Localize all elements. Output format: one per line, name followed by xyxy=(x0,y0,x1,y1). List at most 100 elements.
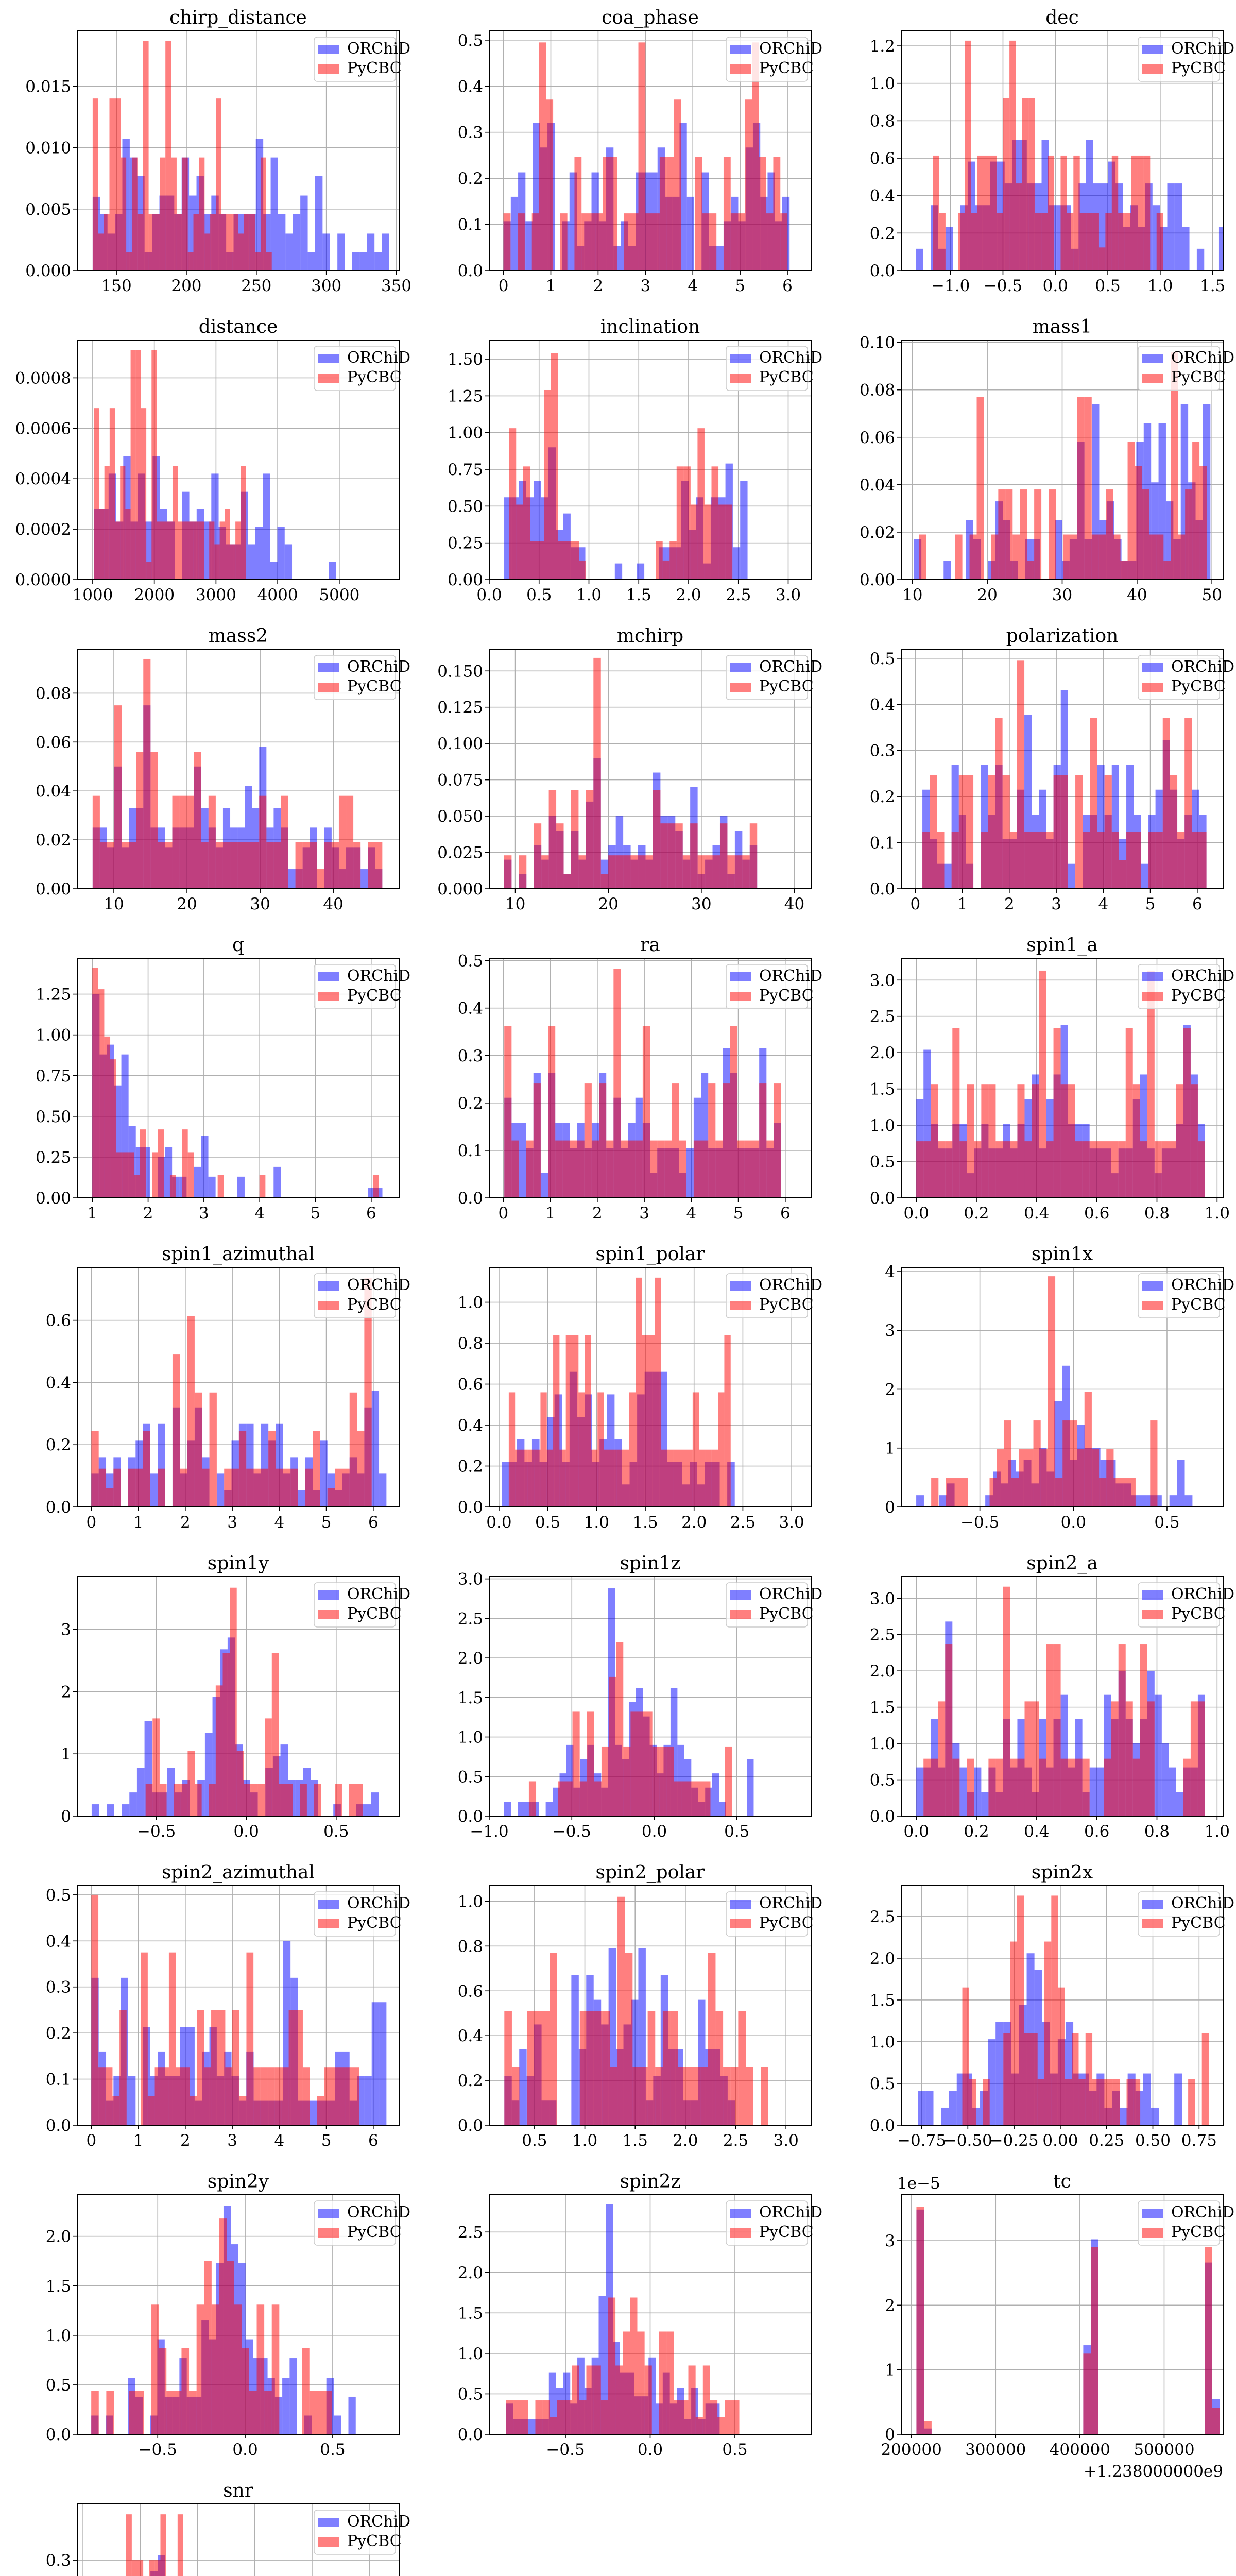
bar-pycbc xyxy=(539,42,546,270)
bar-orchid xyxy=(916,248,923,270)
bar-pycbc xyxy=(623,1746,631,1816)
bar-orchid xyxy=(1055,520,1062,580)
chart-svg: spin1y −0.5 0.0 0.5 0 1 2 3 ORChiD PyCBC xyxy=(61,1553,410,1841)
x-tick-label: 0.5 xyxy=(724,1822,749,1841)
histogram-mchirp: mchirp 10 20 30 40 0.000 0.025 0.050 0.075 0.100 0… xyxy=(412,618,824,927)
bar-pycbc xyxy=(259,1175,266,1198)
bar-pycbc xyxy=(209,521,215,580)
bar-orchid xyxy=(679,123,687,270)
bar-pycbc xyxy=(1205,2247,1212,2434)
bar-pycbc xyxy=(681,2400,689,2434)
bar-pycbc xyxy=(172,466,178,580)
legend-swatch-pycbc xyxy=(1142,2228,1163,2238)
bar-pycbc xyxy=(1075,775,1083,889)
bar-pycbc xyxy=(241,466,246,580)
bar-pycbc xyxy=(204,2067,212,2125)
y-tick-label: 2.0 xyxy=(870,1662,895,1681)
legend-label-orchid: ORChiD xyxy=(759,1276,822,1294)
axes-frame xyxy=(901,2194,1224,2435)
bar-pycbc xyxy=(931,1478,939,1507)
x-tick-label: 1.5 xyxy=(623,2131,648,2150)
x-tick-label: 6 xyxy=(782,277,793,295)
y-tick-label: 1.5 xyxy=(458,1689,483,1707)
bar-pycbc xyxy=(725,504,733,580)
bar-orchid xyxy=(614,563,623,580)
bar-pycbc xyxy=(645,1711,653,1816)
legend-swatch-orchid xyxy=(1142,2209,1163,2218)
x-tick-label: 3 xyxy=(640,277,650,295)
bar-pycbc xyxy=(527,1449,535,1507)
x-tick-label: 3 xyxy=(227,1513,237,1532)
bar-pycbc xyxy=(969,2079,976,2125)
legend-swatch-pycbc xyxy=(730,683,751,692)
x-tick-label: 0.50 xyxy=(1135,2131,1171,2150)
bar-pycbc xyxy=(250,1784,258,1816)
bar-pycbc xyxy=(137,2560,144,2576)
bar-orchid xyxy=(1169,1495,1177,1507)
bar-pycbc xyxy=(1068,1758,1075,1816)
bar-pycbc xyxy=(1082,1141,1090,1198)
bar-pycbc xyxy=(700,2067,708,2125)
histogram-spin2x: spin2x −0.75 −0.50 −0.25 0.00 0.25 0.50 0.75 0.0… xyxy=(824,1855,1236,2164)
legend-swatch-orchid xyxy=(318,354,339,363)
bar-pycbc xyxy=(938,1141,946,1198)
bar-pycbc xyxy=(562,1140,570,1198)
bar-pycbc xyxy=(1070,1420,1077,1507)
bar-pycbc xyxy=(637,2331,645,2434)
legend-label-orchid: ORChiD xyxy=(759,349,822,367)
bars xyxy=(91,1278,387,1507)
bar-pycbc xyxy=(221,214,227,270)
bar-pycbc xyxy=(640,2067,648,2125)
y-tick-label: 0.5 xyxy=(46,1886,71,1905)
legend-swatch-pycbc xyxy=(318,683,339,692)
y-tick-label: 0.50 xyxy=(448,497,483,516)
bar-pycbc xyxy=(593,2365,601,2434)
bar-pycbc xyxy=(548,1026,556,1198)
bar-pycbc xyxy=(147,2096,155,2125)
histogram-chirp-distance: chirp_distance 150 200 250 300 350 0.000 0.005 0… xyxy=(0,0,412,309)
bar-pycbc xyxy=(162,521,167,580)
bar-pycbc xyxy=(204,2261,212,2434)
bar-pycbc xyxy=(528,1781,537,1816)
bar-pycbc xyxy=(570,1140,577,1198)
bar-orchid xyxy=(293,214,301,270)
axes-frame xyxy=(77,340,400,580)
bar-pycbc xyxy=(630,855,639,889)
y-tick-label: 0.5 xyxy=(870,1153,895,1172)
bar-pycbc xyxy=(693,1140,701,1198)
bar-pycbc xyxy=(1148,832,1156,889)
legend-label-pycbc: PyCBC xyxy=(1171,987,1226,1005)
bar-pycbc xyxy=(667,1449,674,1507)
bar-pycbc xyxy=(335,1468,342,1507)
bar-pycbc xyxy=(710,2400,718,2434)
y-tick-label: 0.00 xyxy=(860,571,895,589)
y-tick-label: 1.00 xyxy=(36,1026,71,1045)
x-tick-label: 0.0 xyxy=(1043,277,1068,295)
bar-pycbc xyxy=(128,1468,136,1507)
bar-pycbc xyxy=(302,842,310,889)
bar-pycbc xyxy=(1147,970,1155,1198)
bar-pycbc xyxy=(267,2067,275,2125)
bar-pycbc xyxy=(209,1392,217,1507)
bar-pycbc xyxy=(991,534,999,580)
bar-pycbc xyxy=(981,1084,989,1198)
y-tick-label: 0 xyxy=(885,2426,895,2444)
bar-pycbc xyxy=(572,541,579,580)
y-tick-label: 0.5 xyxy=(870,1771,895,1790)
bar-pycbc xyxy=(152,1152,158,1198)
bar-pycbc xyxy=(131,2560,138,2576)
bar-pycbc xyxy=(209,1784,216,1816)
bar-pycbc xyxy=(290,1468,298,1507)
bar-orchid xyxy=(1182,227,1190,270)
bar-pycbc xyxy=(271,1653,279,1816)
bar-pycbc xyxy=(1016,183,1022,270)
y-tick-label: 1.0 xyxy=(870,75,895,93)
bar-pycbc xyxy=(238,1431,247,1507)
bar-pycbc xyxy=(1176,1084,1183,1198)
bar-pycbc xyxy=(160,157,166,270)
bar-orchid xyxy=(1169,1767,1176,1816)
bar-pycbc xyxy=(260,2067,268,2125)
